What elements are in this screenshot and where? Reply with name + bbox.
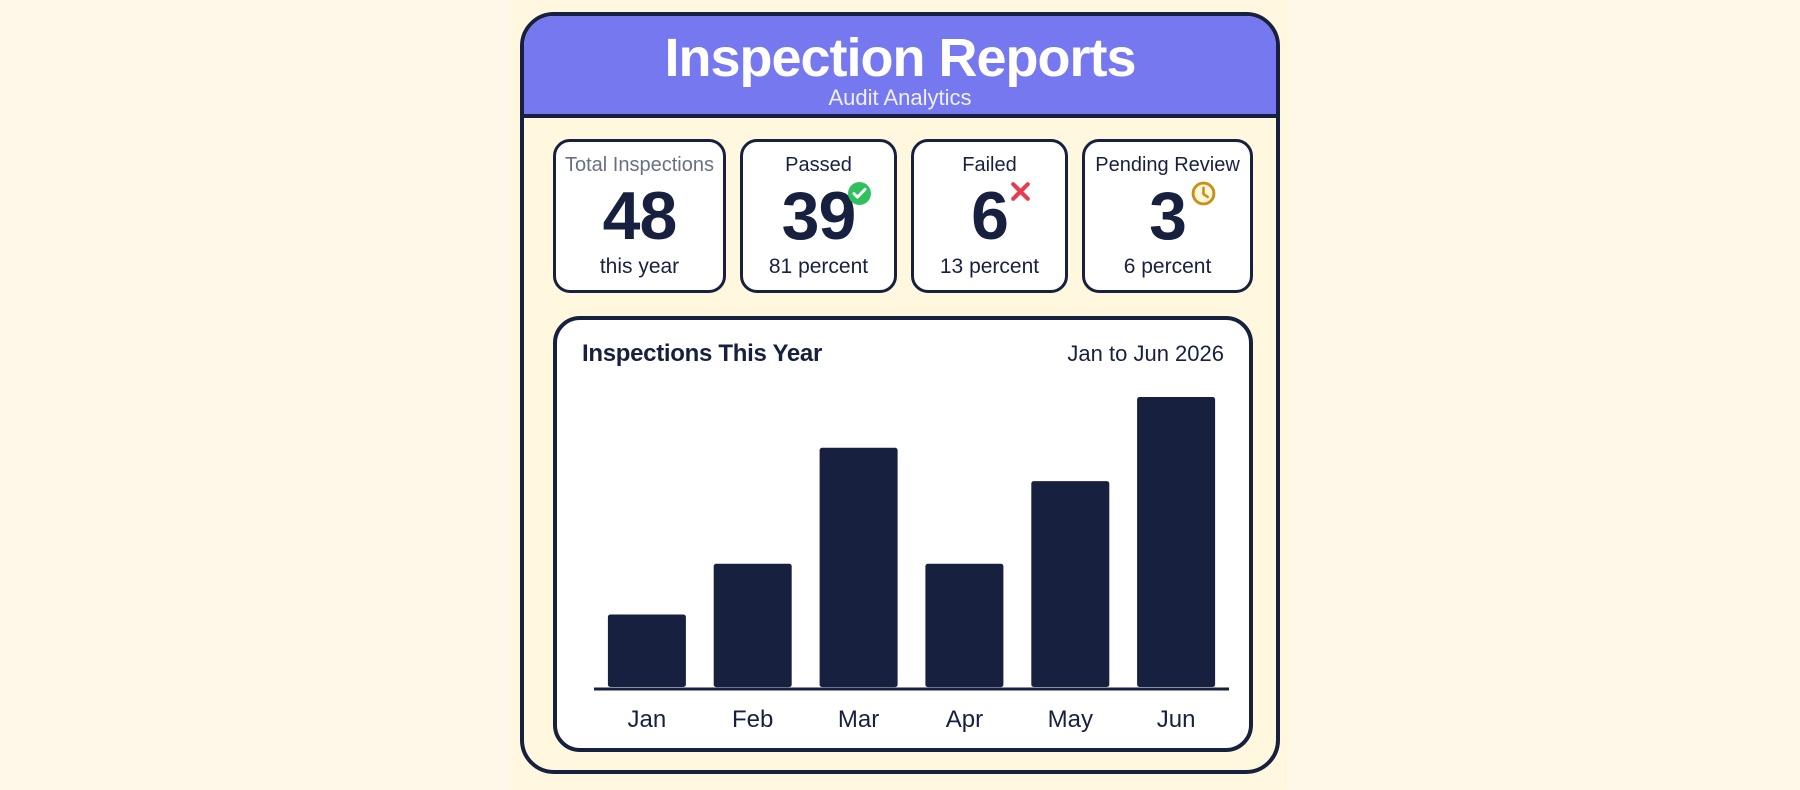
- page-subtitle: Audit Analytics: [828, 85, 972, 110]
- bar-layer: [607, 397, 1216, 688]
- bar-mar: [819, 447, 898, 688]
- inspections-chart-card: Inspections This Year Jan to Jun 2026 Ja…: [553, 316, 1253, 752]
- passed-card: Passed 39 81 percent: [740, 139, 897, 293]
- passed-percent: 81 percent: [768, 255, 869, 278]
- x-tick-label-jun: Jun: [1157, 706, 1196, 733]
- passed-value: 39: [781, 178, 857, 254]
- dashboard-canvas: Inspection Reports Audit Analytics Total…: [510, 0, 1290, 790]
- x-tick-label-apr: Apr: [946, 706, 983, 733]
- failed-card: Failed 6 13 percent: [911, 139, 1068, 293]
- bar-jun: [1137, 397, 1216, 687]
- clock-icon: [1191, 181, 1216, 206]
- total-inspections-card: Total Inspections 48 this year: [553, 139, 726, 293]
- inspections-bar-chart: Jan Feb Mar Apr May Jun: [594, 397, 1229, 733]
- summary-stats: Total Inspections 48 this year Passed 39…: [553, 139, 1253, 293]
- passed-label: Passed: [785, 154, 852, 176]
- check-circle-icon: [848, 182, 871, 205]
- bar-feb: [713, 563, 792, 688]
- failed-value: 6: [971, 178, 1009, 254]
- bar-jan: [607, 614, 686, 687]
- page-title: Inspection Reports: [664, 28, 1136, 88]
- dashboard-header: Inspection Reports Audit Analytics: [524, 16, 1276, 118]
- x-tick-label-mar: Mar: [838, 706, 879, 733]
- pending-review-label: Pending Review: [1095, 154, 1240, 176]
- bar-may: [1031, 481, 1110, 687]
- pending-review-card: Pending Review 3 6 percent: [1082, 139, 1253, 293]
- pending-review-value: 3: [1149, 178, 1187, 254]
- x-axis-labels: Jan Feb Mar Apr May Jun: [628, 706, 1196, 733]
- x-tick-label-feb: Feb: [732, 706, 773, 733]
- total-inspections-value: 48: [602, 178, 678, 254]
- bar-apr: [925, 563, 1004, 688]
- failed-percent: 13 percent: [939, 255, 1040, 278]
- chart-date-range: Jan to Jun 2026: [1067, 341, 1224, 366]
- inspection-reports-card: Inspection Reports Audit Analytics Total…: [520, 12, 1280, 774]
- close-icon: [1011, 182, 1030, 201]
- failed-label: Failed: [962, 154, 1017, 176]
- total-inspections-label: Total Inspections: [565, 154, 714, 176]
- total-inspections-period: this year: [599, 255, 680, 278]
- pending-review-percent: 6 percent: [1123, 255, 1212, 278]
- x-tick-label-jan: Jan: [628, 706, 667, 733]
- x-tick-label-may: May: [1048, 706, 1093, 733]
- chart-title: Inspections This Year: [582, 340, 823, 367]
